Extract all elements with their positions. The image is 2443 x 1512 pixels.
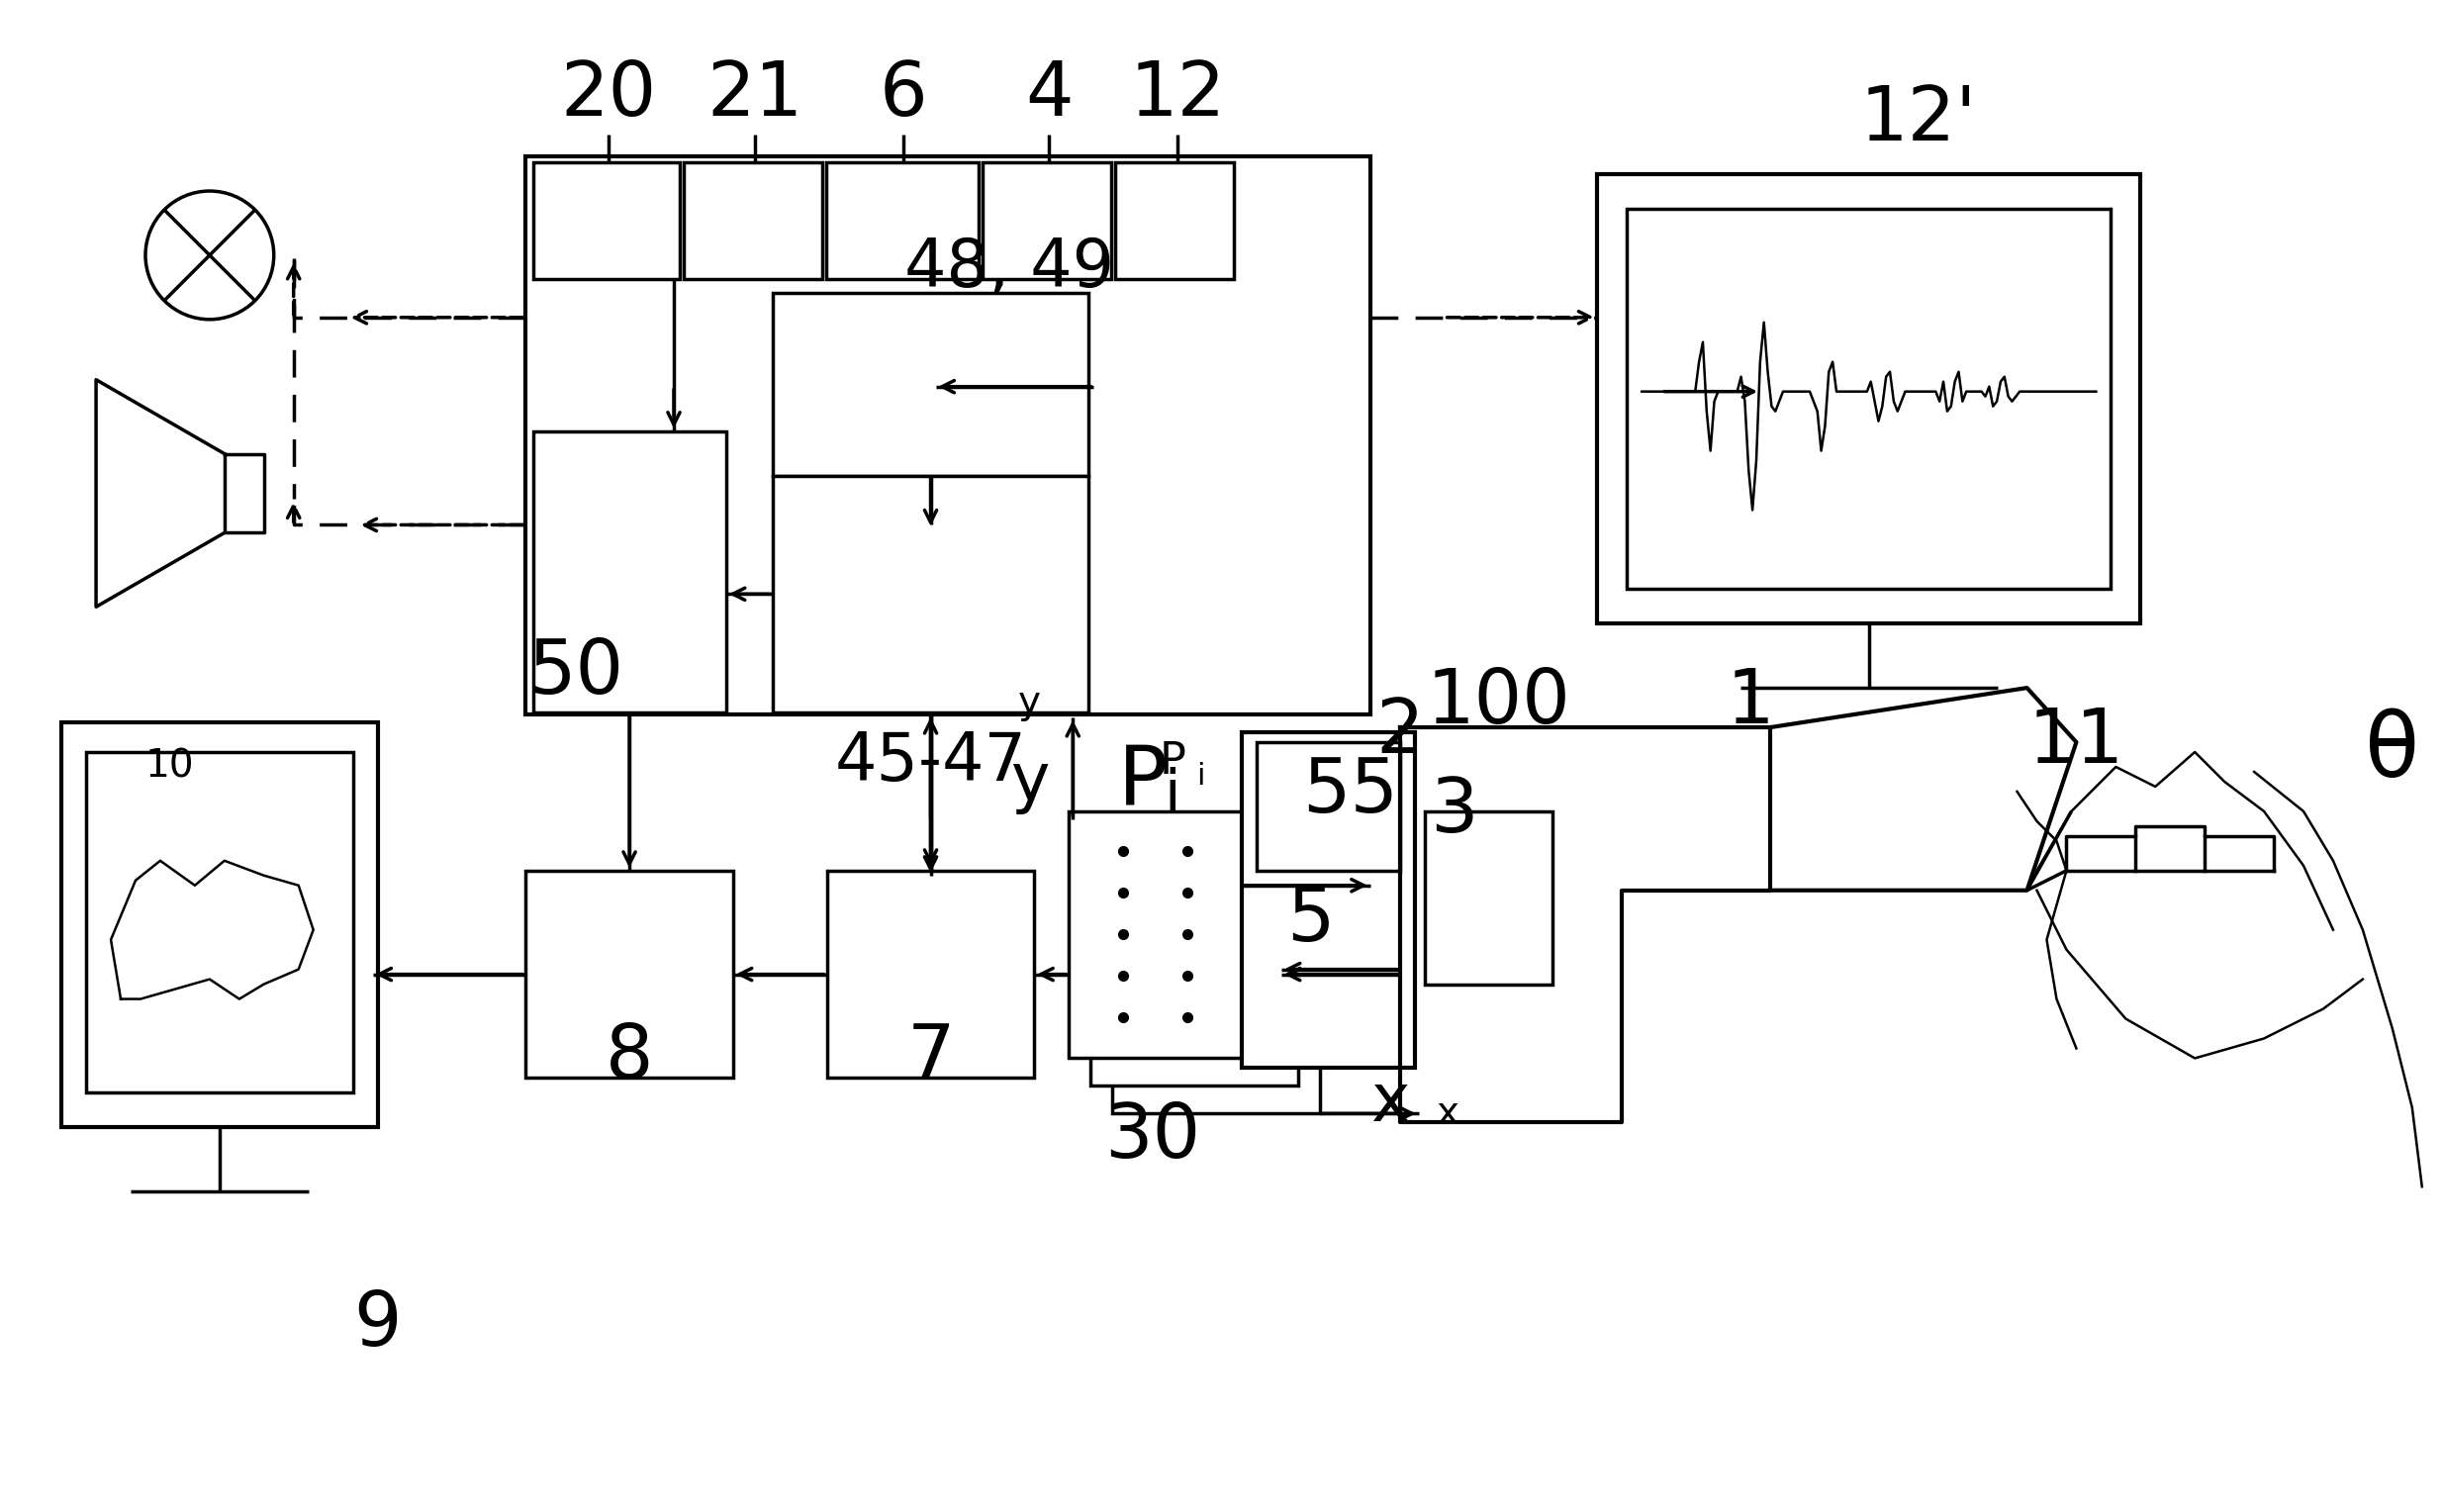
Bar — [1112, 866, 1319, 1113]
Bar — [1116, 162, 1234, 278]
Bar — [684, 162, 821, 278]
Text: 6: 6 — [879, 59, 926, 132]
Bar — [982, 162, 1112, 278]
Text: y: y — [1009, 748, 1048, 815]
Text: 48, 49: 48, 49 — [904, 236, 1114, 301]
Bar — [61, 723, 379, 1128]
Bar — [533, 431, 726, 712]
Text: x: x — [1371, 1070, 1410, 1136]
Text: 55: 55 — [1302, 754, 1397, 829]
Bar — [533, 162, 679, 278]
Bar — [772, 293, 1090, 475]
Text: 4: 4 — [1026, 59, 1072, 132]
Text: 50: 50 — [528, 637, 623, 709]
Bar — [772, 475, 1090, 712]
Text: 20: 20 — [559, 59, 657, 132]
Text: 30: 30 — [1104, 1101, 1202, 1173]
Bar — [826, 871, 1033, 1078]
Text: 7: 7 — [906, 1022, 955, 1095]
Bar — [1424, 812, 1554, 984]
Text: 11: 11 — [2028, 706, 2125, 779]
Bar — [1241, 732, 1414, 1067]
Bar — [1256, 742, 1400, 871]
Text: P: P — [1160, 741, 1185, 783]
Text: 45-47: 45-47 — [836, 729, 1026, 795]
Text: 100: 100 — [1427, 667, 1571, 739]
Text: i: i — [1197, 762, 1204, 791]
Bar — [1627, 209, 2111, 590]
Bar — [525, 156, 1371, 715]
Text: 21: 21 — [706, 59, 804, 132]
Bar — [1090, 839, 1297, 1086]
Bar — [1070, 812, 1275, 1058]
Text: 12: 12 — [1129, 59, 1226, 132]
Text: i: i — [1165, 767, 1180, 826]
Bar — [1598, 174, 2140, 623]
Text: 2: 2 — [1375, 696, 1424, 770]
Text: P: P — [1119, 741, 1168, 821]
Bar — [826, 162, 980, 278]
Bar — [525, 871, 733, 1078]
Bar — [86, 751, 352, 1093]
Text: x: x — [1436, 1095, 1458, 1132]
Text: θ: θ — [2365, 709, 2419, 795]
Text: 5: 5 — [1287, 883, 1334, 957]
Text: 10: 10 — [147, 748, 195, 786]
Text: 8: 8 — [606, 1022, 652, 1095]
Text: 9: 9 — [354, 1288, 401, 1361]
Text: 12': 12' — [1859, 83, 1976, 157]
Text: y: y — [1019, 683, 1041, 721]
Text: 3: 3 — [1429, 774, 1478, 848]
Text: 1: 1 — [1727, 667, 1774, 739]
